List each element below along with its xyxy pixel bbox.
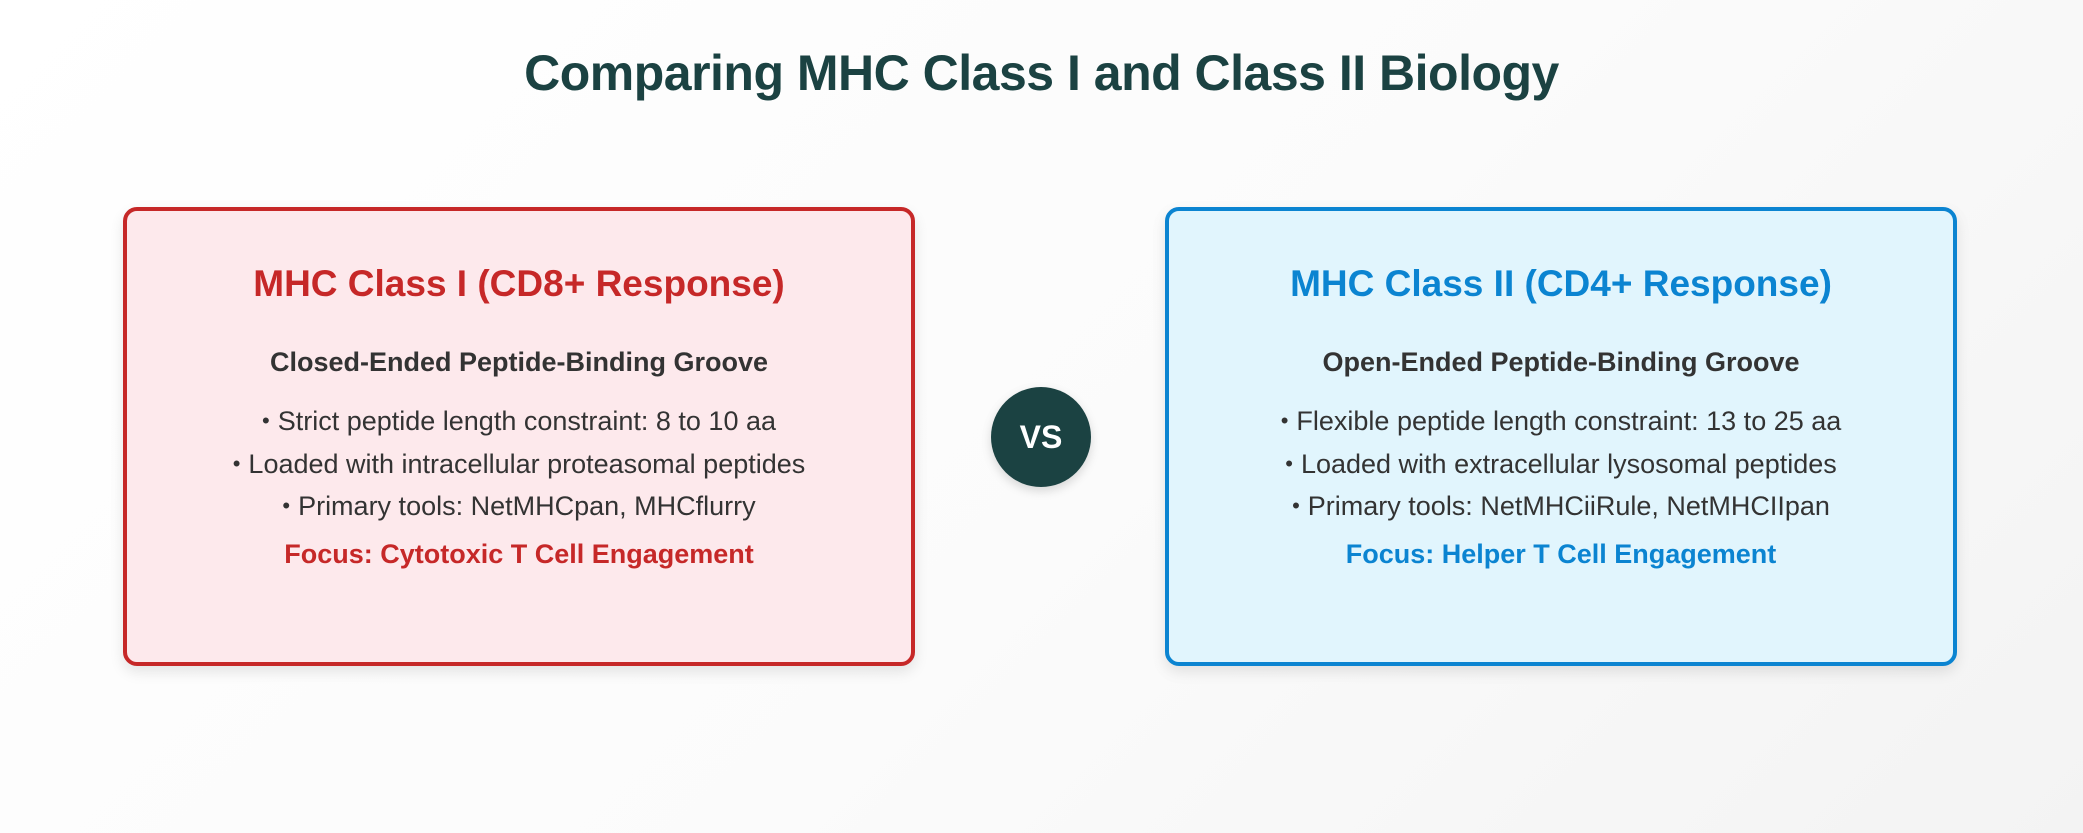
vs-badge: VS bbox=[991, 387, 1091, 487]
page-title: Comparing MHC Class I and Class II Biolo… bbox=[524, 45, 1559, 101]
class-i-title: MHC Class I (CD8+ Response) bbox=[253, 263, 785, 304]
class-i-bullet: Strict peptide length constraint: 8 to 1… bbox=[127, 401, 911, 444]
class-ii-bullet-list: Flexible peptide length constraint: 13 t… bbox=[1169, 401, 1953, 529]
class-ii-focus: Focus: Helper T Cell Engagement bbox=[1345, 538, 1777, 569]
class-i-bullet-list: Strict peptide length constraint: 8 to 1… bbox=[127, 401, 911, 529]
class-i-subtitle: Closed-Ended Peptide-Binding Groove bbox=[269, 347, 769, 377]
class-ii-bullet: Primary tools: NetMHCiiRule, NetMHCIIpan bbox=[1169, 486, 1953, 529]
class-i-bullet: Primary tools: NetMHCpan, MHCflurry bbox=[127, 486, 911, 529]
class-i-card: MHC Class I (CD8+ Response) Closed-Ended… bbox=[123, 207, 915, 666]
class-ii-bullet: Flexible peptide length constraint: 13 t… bbox=[1169, 401, 1953, 444]
class-i-focus: Focus: Cytotoxic T Cell Engagement bbox=[284, 538, 754, 569]
class-ii-card: MHC Class II (CD4+ Response) Open-Ended … bbox=[1165, 207, 1957, 666]
class-ii-subtitle: Open-Ended Peptide-Binding Groove bbox=[1322, 347, 1800, 377]
class-i-bullet: Loaded with intracellular proteasomal pe… bbox=[127, 444, 911, 487]
class-ii-title: MHC Class II (CD4+ Response) bbox=[1290, 263, 1832, 304]
class-ii-bullet: Loaded with extracellular lysosomal pept… bbox=[1169, 444, 1953, 487]
